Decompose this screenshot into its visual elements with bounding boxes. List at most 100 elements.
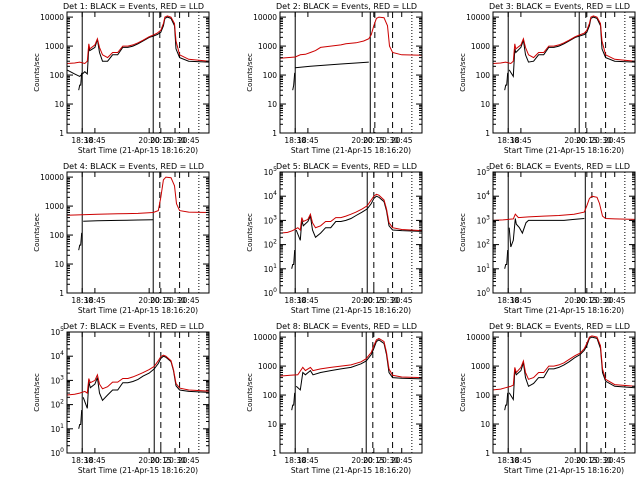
panel-9-events-segment-0 — [508, 336, 635, 402]
panel-4-series-lld — [67, 176, 209, 216]
panel-5-markers — [294, 172, 413, 293]
panel-9-y-tick-label: 10 — [480, 420, 490, 429]
panel-9-x-tick-label: 20:45 — [604, 456, 626, 465]
panel-2-lld-segment-0 — [280, 16, 422, 59]
panel-6-y-tick-label: 101 — [477, 263, 491, 274]
panel-7-lld-segment-0 — [67, 354, 209, 396]
panel-9-y-label: Counts/sec — [459, 373, 467, 412]
panel-9-markers — [507, 332, 626, 453]
panel-7-series-lld — [67, 354, 209, 396]
panel-8-x-tick-label: 18:45 — [297, 456, 319, 465]
panel-6-y-tick-label: 100 — [477, 287, 491, 298]
panel-3-frame — [492, 11, 636, 134]
panel-4-lld-segment-0 — [67, 176, 209, 216]
panel-2-x-label: Start Time (21-Apr-15 18:16:20) — [291, 146, 411, 155]
panel-9-x-label: Start Time (21-Apr-15 18:16:20) — [504, 466, 624, 475]
panel-9-y-tick-label: 100 — [476, 391, 491, 400]
panel-5-title: Det 5: BLACK = Events, RED = LLD — [276, 162, 417, 171]
panel-1-y-label: Counts/sec — [33, 53, 41, 92]
panel-7: Det 7: BLACK = Events, RED = LLD10010110… — [33, 322, 210, 475]
panel-6-series-events — [504, 218, 585, 269]
panel-1-y-tick-label: 10 — [54, 100, 64, 109]
panel-9-events-segment-1 — [504, 392, 509, 411]
panel-8-y-tick-label: 1 — [272, 449, 277, 458]
panel-6-y-tick-label: 103 — [477, 214, 491, 225]
panel-2-y-tick-label: 1 — [272, 129, 277, 138]
panel-5-x-tick-label: 20:15 — [363, 296, 385, 305]
panel-1-series-lld — [67, 15, 209, 65]
panel-1-markers — [81, 12, 200, 133]
panel-7-y-tick-label: 103 — [51, 374, 65, 385]
panel-9-lld-segment-0 — [493, 335, 635, 391]
panel-3-events-segment-1 — [504, 72, 509, 91]
panel-1-x-label: Start Time (21-Apr-15 18:16:20) — [78, 146, 198, 155]
panel-6-y-axis: 100 101 102 103 104 105 — [477, 166, 635, 298]
panel-8-x-tick-label: 18:30 — [284, 456, 306, 465]
panel-6-lld-segment-0 — [493, 195, 635, 221]
panel-4-events-segment-1 — [78, 232, 83, 251]
panel-9: Det 9: BLACK = Events, RED = LLD 1 10 100 10… — [459, 322, 636, 475]
panel-9-x-tick-label: 20:30 — [590, 456, 612, 465]
panel-9-y-tick-label: 1 — [485, 449, 490, 458]
panel-9-x-tick-label: 18:45 — [510, 456, 532, 465]
panel-8-events-segment-1 — [291, 392, 296, 411]
panel-8-x-tick-label: 20:15 — [363, 456, 385, 465]
panel-4-y-label: Counts/sec — [33, 213, 41, 252]
panel-2-y-tick-label: 1000 — [258, 42, 277, 51]
panel-5-lld-segment-0 — [280, 193, 422, 234]
panel-3-y-tick-label: 100 — [476, 71, 491, 80]
panel-6-y-tick-label: 105 — [477, 166, 491, 177]
panel-3-lld-segment-0 — [493, 15, 635, 65]
panel-7-x-tick-label: 20:00 — [138, 456, 160, 465]
panel-4-y-tick-label: 100 — [50, 231, 65, 240]
panel-5-y-tick-label: 102 — [264, 239, 278, 250]
panel-1-x-tick-label: 18:30 — [71, 136, 93, 145]
panel-7-x-tick-label: 20:15 — [150, 456, 172, 465]
panel-9-frame — [492, 331, 636, 454]
panel-8: Det 8: BLACK = Events, RED = LLD 1 10 100 10… — [246, 322, 423, 475]
panel-4-x-tick-label: 18:45 — [84, 296, 106, 305]
panel-5-y-tick-label: 105 — [264, 166, 278, 177]
panel-7-x-tick-label: 18:45 — [84, 456, 106, 465]
panel-5-y-tick-label: 100 — [264, 287, 278, 298]
panel-3-y-label: Counts/sec — [459, 53, 467, 92]
panel-3-x-tick-label: 20:45 — [604, 136, 626, 145]
panel-9-y-axis: 1 10 100 1000 10000 — [466, 333, 635, 458]
panel-3-x-tick-label: 18:30 — [497, 136, 519, 145]
panel-9-series-lld — [493, 335, 635, 391]
panel-5-y-tick-label: 103 — [264, 214, 278, 225]
panel-8-x-tick-label: 20:45 — [391, 456, 413, 465]
panel-3-y-tick-label: 10000 — [466, 13, 490, 22]
panel-5-y-label: Counts/sec — [246, 213, 254, 252]
panel-5-frame — [279, 171, 423, 294]
panel-5-x-tick-label: 20:45 — [391, 296, 413, 305]
panel-4-y-tick-label: 10 — [54, 260, 64, 269]
panel-3: Det 3: BLACK = Events, RED = LLD 1 10 100 10… — [459, 2, 636, 155]
panel-4-markers — [81, 172, 200, 293]
panel-8-series-lld — [280, 337, 422, 379]
panel-1-y-tick-label: 1 — [59, 129, 64, 138]
panel-1-y-axis: 1 10 100 1000 10000 — [40, 13, 209, 138]
panel-7-y-tick-label: 100 — [51, 447, 65, 458]
panel-2-title: Det 2: BLACK = Events, RED = LLD — [276, 2, 417, 11]
panel-3-x-tick-label: 20:15 — [576, 136, 598, 145]
panel-4-y-tick-label: 10000 — [40, 173, 64, 182]
panel-6-x-tick-label: 20:00 — [564, 296, 586, 305]
panel-4-frame — [66, 171, 210, 294]
panel-6-x-tick-label: 20:45 — [604, 296, 626, 305]
panel-8-title: Det 8: BLACK = Events, RED = LLD — [276, 322, 417, 331]
panel-6-events-segment-0 — [508, 218, 585, 248]
panel-4-title: Det 4: BLACK = Events, RED = LLD — [63, 162, 204, 171]
panel-1-x-tick-label: 20:45 — [178, 136, 200, 145]
panel-4-x-label: Start Time (21-Apr-15 18:16:20) — [78, 306, 198, 315]
panel-9-y-tick-label: 1000 — [471, 362, 490, 371]
panel-6-x-tick-label: 20:15 — [576, 296, 598, 305]
panel-2-series-events — [292, 61, 369, 91]
panel-8-y-tick-label: 10 — [267, 420, 277, 429]
